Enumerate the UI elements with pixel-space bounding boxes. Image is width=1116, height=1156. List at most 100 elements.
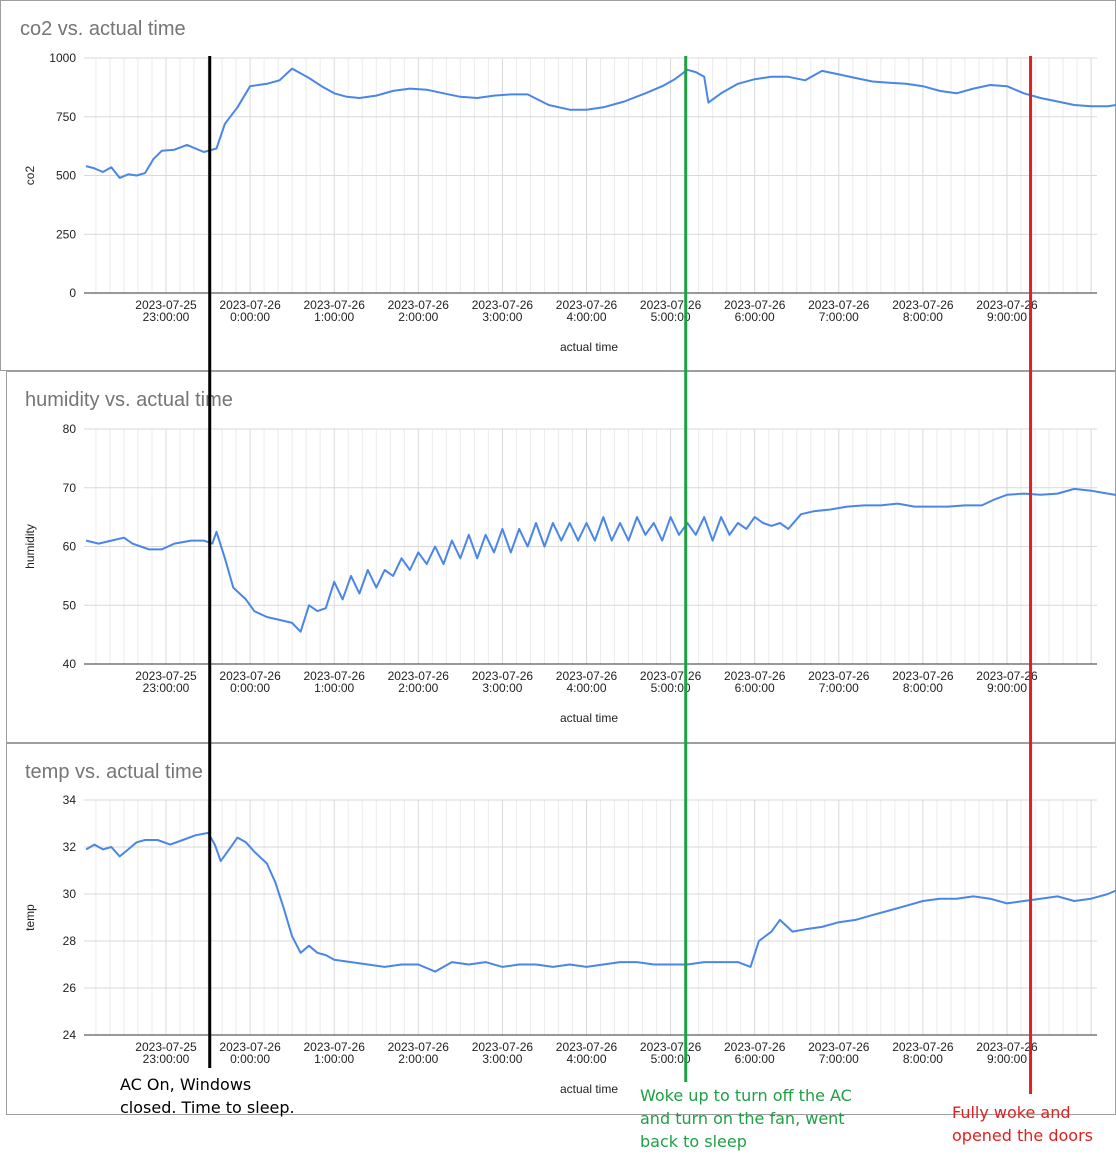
chart-panel-3: temp vs. actual time 24 26 28 30 32 34 2023-07-…	[6, 743, 1116, 1115]
gridlines	[84, 799, 1097, 1036]
x-tick-date: 2023-07-26	[388, 669, 450, 683]
x-tick-time: 2:00:00	[398, 310, 438, 324]
annotation-texts: AC On, Windows closed. Time to sleep. Woke…	[120, 1075, 1093, 1151]
y-tick-label: 40	[63, 657, 77, 671]
y-tick-label: 60	[63, 540, 77, 554]
x-tick-time: 9:00:00	[987, 1052, 1027, 1066]
x-tick-time: 7:00:00	[819, 310, 859, 324]
x-tick-time: 0:00:00	[230, 310, 270, 324]
x-axis-label: actual time	[560, 1082, 618, 1096]
x-tick-time: 23:00:00	[143, 310, 190, 324]
chart-title: co2 vs. actual time	[20, 18, 186, 40]
y-axis-label: humidity	[23, 524, 37, 569]
x-tick-date: 2023-07-26	[556, 298, 618, 312]
x-tick-time: 8:00:00	[903, 681, 943, 695]
y-tick-label: 1000	[49, 51, 76, 65]
x-tick-date: 2023-07-26	[472, 298, 534, 312]
x-axis-label: actual time	[560, 711, 618, 725]
x-tick-time: 1:00:00	[314, 681, 354, 695]
y-tick-label: 750	[56, 110, 76, 124]
x-axis-label: actual time	[560, 340, 618, 354]
gridlines	[84, 57, 1097, 294]
x-tick-date: 2023-07-26	[976, 669, 1038, 683]
y-axis-label: temp	[23, 904, 37, 931]
x-tick-date: 2023-07-25	[135, 1040, 197, 1054]
x-tick-date: 2023-07-26	[472, 669, 534, 683]
y-tick-label: 0	[69, 286, 76, 300]
x-tick-date: 2023-07-26	[892, 298, 954, 312]
x-tick-time: 0:00:00	[230, 681, 270, 695]
x-tick-time: 6:00:00	[735, 1052, 775, 1066]
x-tick-time: 7:00:00	[819, 1052, 859, 1066]
y-tick-label: 30	[63, 887, 77, 901]
x-tick-time: 3:00:00	[482, 310, 522, 324]
y-tick-label: 50	[63, 598, 77, 612]
annotation-text-3: Fully woke and	[952, 1103, 1071, 1122]
x-tick-date: 2023-07-26	[304, 669, 366, 683]
x-tick-date: 2023-07-26	[388, 1040, 450, 1054]
chart-panel-2: humidity vs. actual time 40 50 60 70 80 2023-0…	[6, 371, 1116, 743]
x-tick-time: 9:00:00	[987, 681, 1027, 695]
x-tick-date: 2023-07-26	[388, 298, 450, 312]
x-tick-time: 4:00:00	[566, 1052, 606, 1066]
x-tick-date: 2023-07-26	[219, 1040, 281, 1054]
y-tick-label: 26	[63, 981, 77, 995]
x-tick-date: 2023-07-26	[892, 1040, 954, 1054]
x-tick-date: 2023-07-26	[304, 298, 366, 312]
x-tick-time: 4:00:00	[566, 681, 606, 695]
annotation-text-2: Woke up to turn off the AC	[640, 1086, 852, 1105]
x-tick-time: 3:00:00	[482, 1052, 522, 1066]
x-tick-time: 23:00:00	[143, 681, 190, 695]
x-tick-time: 6:00:00	[735, 681, 775, 695]
gridlines	[84, 428, 1097, 665]
x-tick-date: 2023-07-26	[556, 1040, 618, 1054]
x-tick-date: 2023-07-26	[556, 669, 618, 683]
x-tick-time: 9:00:00	[987, 310, 1027, 324]
annotation-text-1: AC On, Windows	[120, 1075, 251, 1094]
x-tick-time: 2:00:00	[398, 1052, 438, 1066]
y-tick-label: 80	[63, 422, 77, 436]
x-tick-date: 2023-07-26	[219, 298, 281, 312]
x-tick-date: 2023-07-25	[135, 298, 197, 312]
series-line-humidity	[85, 487, 1116, 633]
x-tick-time: 4:00:00	[566, 310, 606, 324]
x-tick-date: 2023-07-26	[808, 669, 870, 683]
x-tick-date: 2023-07-26	[976, 1040, 1038, 1054]
x-tick-date: 2023-07-26	[219, 669, 281, 683]
x-tick-time: 7:00:00	[819, 681, 859, 695]
y-tick-label: 34	[63, 793, 77, 807]
annotation-text-2: back to sleep	[640, 1132, 747, 1151]
y-tick-label: 32	[63, 840, 77, 854]
y-tick-label: 24	[63, 1028, 77, 1042]
x-tick-time: 8:00:00	[903, 310, 943, 324]
chart-panel-1: co2 vs. actual time 0 250 500 750 1000 2023-07…	[0, 0, 1116, 371]
x-tick-time: 1:00:00	[314, 1052, 354, 1066]
x-tick-date: 2023-07-26	[808, 1040, 870, 1054]
annotation-text-2: and turn on the fan, went	[640, 1109, 845, 1128]
x-tick-date: 2023-07-25	[135, 669, 197, 683]
x-tick-date: 2023-07-26	[976, 298, 1038, 312]
x-tick-time: 2:00:00	[398, 681, 438, 695]
x-tick-time: 6:00:00	[735, 310, 775, 324]
y-tick-label: 28	[63, 934, 77, 948]
annotation-lines	[208, 56, 1033, 1094]
chart-title: temp vs. actual time	[25, 761, 203, 783]
chart-title: humidity vs. actual time	[25, 389, 233, 411]
annotation-text-3: opened the doors	[952, 1126, 1093, 1145]
x-tick-time: 5:00:00	[651, 310, 691, 324]
x-tick-date: 2023-07-26	[724, 669, 786, 683]
series-line-temp	[85, 831, 1116, 973]
x-tick-time: 1:00:00	[314, 310, 354, 324]
chart-panels: co2 vs. actual time 0 250 500 750 1000 2023-07…	[0, 0, 1116, 1115]
x-tick-time: 0:00:00	[230, 1052, 270, 1066]
x-tick-date: 2023-07-26	[724, 1040, 786, 1054]
x-tick-date: 2023-07-26	[724, 298, 786, 312]
series-line-co2	[85, 67, 1116, 179]
x-tick-date: 2023-07-26	[472, 1040, 534, 1054]
annotation-text-1: closed. Time to sleep.	[120, 1098, 295, 1117]
y-axis-label: co2	[23, 166, 37, 186]
x-tick-time: 5:00:00	[651, 1052, 691, 1066]
x-tick-date: 2023-07-26	[304, 1040, 366, 1054]
x-tick-time: 8:00:00	[903, 1052, 943, 1066]
